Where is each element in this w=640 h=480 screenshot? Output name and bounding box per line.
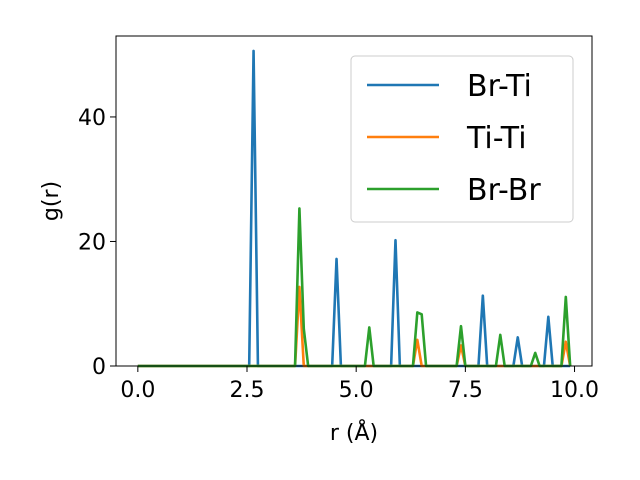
plot-frame [115, 35, 593, 367]
legend: Br-Ti Ti-Ti Br-Br [350, 55, 574, 223]
y-tick-label: 20 [78, 230, 106, 255]
x-tick-label: 7.5 [448, 378, 483, 403]
y-tick-label: 40 [78, 106, 106, 131]
legend-label: Br-Ti [467, 69, 532, 104]
y-tick-label: 0 [92, 355, 106, 380]
legend-box [350, 55, 574, 223]
x-tick-label: 5.0 [339, 378, 374, 403]
x-tick-label: 0.0 [120, 378, 155, 403]
legend-label: Br-Br [467, 173, 541, 208]
legend-label: Ti-Ti [466, 121, 527, 156]
x-axis-label: r (Å) [330, 419, 378, 446]
x-tick-label: 2.5 [230, 378, 265, 403]
x-axis: 0.0 2.5 5.0 7.5 10.0 [120, 366, 599, 403]
y-axis: 0 20 40 [78, 106, 116, 380]
x-tick-label: 10.0 [550, 378, 599, 403]
y-axis-label: g(r) [39, 181, 64, 221]
